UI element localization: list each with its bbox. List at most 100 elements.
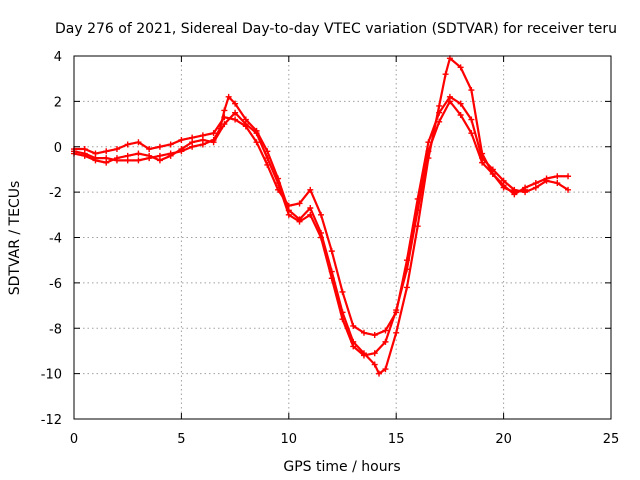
data-point — [489, 170, 496, 177]
data-point — [500, 177, 507, 184]
data-point — [92, 150, 99, 157]
data-point — [565, 173, 572, 180]
data-point — [339, 288, 346, 295]
data-point — [468, 87, 475, 94]
data-point — [253, 130, 260, 137]
data-series — [71, 55, 572, 377]
chart-title: Day 276 of 2021, Sidereal Day-to-day VTE… — [55, 21, 617, 37]
data-point — [565, 186, 572, 193]
data-point — [124, 152, 131, 159]
data-point — [382, 338, 389, 345]
data-point — [511, 189, 518, 196]
data-point — [442, 71, 449, 78]
plot-frame — [73, 55, 612, 420]
data-point — [360, 329, 367, 336]
data-point — [103, 148, 110, 155]
data-point — [554, 173, 561, 180]
data-point — [436, 118, 443, 125]
data-point — [371, 350, 378, 357]
data-point — [178, 136, 185, 143]
axis-ticks — [73, 55, 612, 420]
data-point — [393, 307, 400, 314]
data-point — [296, 218, 303, 225]
data-point — [468, 130, 475, 137]
data-point — [103, 159, 110, 166]
series-line — [72, 100, 527, 357]
x-tick-label: 25 — [603, 432, 620, 447]
data-point — [522, 186, 529, 193]
data-point — [232, 109, 239, 116]
data-point — [457, 64, 464, 71]
data-point — [285, 211, 292, 218]
y-tick-label: -12 — [41, 413, 62, 428]
data-point — [146, 146, 153, 153]
series-trace-3 — [71, 98, 529, 359]
x-tick-label: 15 — [388, 432, 405, 447]
data-point — [436, 102, 443, 109]
y-tick-label: -8 — [49, 322, 62, 337]
data-point — [425, 148, 432, 155]
data-point — [135, 150, 142, 157]
x-tick-label: 10 — [281, 432, 298, 447]
data-point — [371, 332, 378, 339]
data-point — [167, 152, 174, 159]
y-tick-label: -2 — [49, 186, 62, 201]
data-point — [221, 107, 228, 114]
y-tick-label: 4 — [54, 50, 62, 65]
x-tick-labels: 0 5 10 15 20 25 — [70, 432, 619, 447]
data-point — [253, 139, 260, 146]
data-point — [382, 327, 389, 334]
data-point — [199, 136, 206, 143]
x-tick-label: 5 — [177, 432, 185, 447]
data-point — [178, 146, 185, 153]
data-point — [81, 146, 88, 153]
data-point — [328, 248, 335, 255]
data-point — [135, 139, 142, 146]
y-tick-labels: -12 -10 -8 -6 -4 -2 0 2 4 — [41, 50, 62, 428]
data-point — [403, 266, 410, 273]
data-point — [543, 177, 550, 184]
data-point — [328, 275, 335, 282]
data-point — [275, 180, 282, 187]
y-tick-label: 0 — [54, 141, 62, 156]
data-point — [307, 186, 314, 193]
y-tick-label: -10 — [41, 368, 62, 383]
x-tick-label: 20 — [495, 432, 512, 447]
data-point — [307, 205, 314, 212]
data-point — [468, 116, 475, 123]
series-trace-2 — [71, 93, 572, 339]
data-point — [425, 139, 432, 146]
data-point — [371, 361, 378, 368]
data-point — [210, 130, 217, 137]
data-point — [318, 211, 325, 218]
data-point — [156, 157, 163, 164]
data-point — [156, 143, 163, 150]
data-point — [414, 207, 421, 214]
y-tick-label: -4 — [49, 232, 62, 247]
data-point — [436, 109, 443, 116]
data-point — [232, 100, 239, 107]
data-point — [350, 322, 357, 329]
y-tick-label: 2 — [54, 95, 62, 110]
data-point — [232, 116, 239, 123]
x-tick-label: 0 — [70, 432, 78, 447]
data-point — [242, 121, 249, 128]
data-point — [189, 139, 196, 146]
data-point — [382, 366, 389, 373]
data-point — [554, 180, 561, 187]
data-point — [500, 184, 507, 191]
data-point — [457, 100, 464, 107]
data-point — [339, 316, 346, 323]
data-point — [146, 152, 153, 159]
x-axis-label: GPS time / hours — [283, 459, 400, 475]
grid — [74, 56, 611, 419]
data-point — [296, 200, 303, 207]
data-point — [81, 152, 88, 159]
y-axis-label: SDTVAR / TECUs — [7, 181, 23, 296]
data-point — [124, 141, 131, 148]
data-point — [135, 157, 142, 164]
data-point — [264, 155, 271, 162]
y-tick-label: -6 — [49, 277, 62, 292]
data-point — [307, 211, 314, 218]
